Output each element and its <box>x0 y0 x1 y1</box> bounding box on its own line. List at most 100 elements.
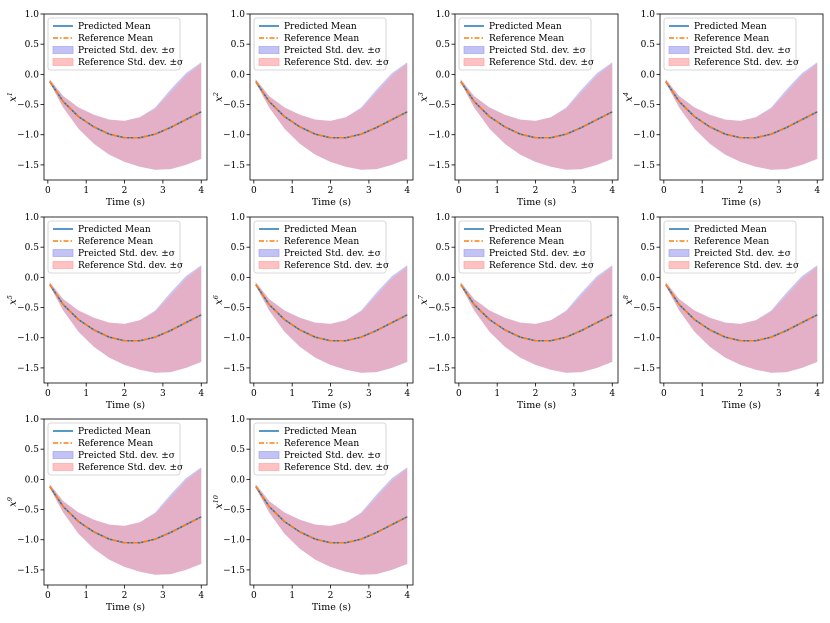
x-tick-label: 3 <box>160 389 166 399</box>
x-tick-label: 3 <box>160 591 166 601</box>
reference-mean-line <box>460 81 613 139</box>
reference-std-band <box>49 63 202 170</box>
y-axis-label-base: x <box>214 96 225 102</box>
y-tick-label: −1.5 <box>223 364 245 374</box>
y-tick-label: 0.5 <box>231 40 246 50</box>
y-tick-label: −1.0 <box>633 131 655 141</box>
x-tick-label: 2 <box>738 186 744 196</box>
legend-label: Reference Std. dev. ±σ <box>284 463 389 473</box>
y-tick-label: 1.0 <box>25 10 40 20</box>
y-tick-label: −1.5 <box>633 364 655 374</box>
legend-box <box>253 220 387 274</box>
axes-frame <box>659 13 824 181</box>
y-axis-label: x9 <box>6 497 19 507</box>
reference-std-band <box>255 266 408 373</box>
legend-label: Predicted Mean <box>78 22 151 32</box>
legend-label: Preicted Std. dev. ±σ <box>489 46 586 56</box>
x-tick-label: 3 <box>776 186 782 196</box>
x-tick-label: 2 <box>738 389 744 399</box>
y-tick-label: 1.0 <box>231 10 246 20</box>
y-tick-label: −0.5 <box>223 101 245 111</box>
y-tick-label: −1.5 <box>428 364 450 374</box>
legend-label: Preicted Std. dev. ±σ <box>489 249 586 259</box>
x-tick-label: 0 <box>456 389 462 399</box>
x-tick-label: 1 <box>289 389 295 399</box>
x-tick-label: 0 <box>251 186 257 196</box>
x-axis-label: Time (s) <box>106 602 145 613</box>
y-tick-label: 0.0 <box>436 273 451 283</box>
axes-frame <box>659 216 824 384</box>
y-tick-label: −0.5 <box>428 304 450 314</box>
legend-label: Reference Mean <box>694 237 769 247</box>
y-axis-label: x1 <box>6 92 19 102</box>
x-tick-label: 2 <box>122 389 128 399</box>
legend-label: Reference Mean <box>78 237 153 247</box>
x-tick-label: 0 <box>251 389 257 399</box>
legend-label: Preicted Std. dev. ±σ <box>78 249 175 259</box>
y-axis-label: x4 <box>622 92 635 102</box>
legend-swatch-predicted-band <box>52 46 74 54</box>
legend-box <box>47 220 181 274</box>
legend-label: Reference Std. dev. ±σ <box>78 58 183 68</box>
y-tick-label: 0.5 <box>25 445 40 455</box>
reference-mean-line <box>255 81 408 139</box>
y-tick-label: −1.0 <box>223 131 245 141</box>
reference-std-band <box>255 63 408 170</box>
x-tick-label: 0 <box>251 591 257 601</box>
legend-swatch-predicted-band <box>258 46 280 54</box>
subplot-8: 0 1 2 3 4 1.0 0.5 0.0 −0.5 −1.0 −1.5 Time (s) x8 Pred… <box>622 213 824 411</box>
x-tick-label: 3 <box>366 186 372 196</box>
reference-std-band <box>460 266 613 373</box>
legend-swatch-predicted-band <box>668 46 690 54</box>
y-axis-label: x7 <box>417 294 430 305</box>
reference-mean-line <box>460 284 613 342</box>
axes-frame <box>43 216 208 384</box>
legend-swatch-reference-band <box>52 58 74 66</box>
y-tick-label: −0.5 <box>223 506 245 516</box>
y-tick-label: 0.5 <box>231 243 246 253</box>
legend-label: Predicted Mean <box>694 22 767 32</box>
legend-label: Preicted Std. dev. ±σ <box>284 249 381 259</box>
y-axis-label-index: 4 <box>622 92 630 97</box>
y-tick-label: 1.0 <box>436 10 451 20</box>
axes-frame <box>43 13 208 181</box>
x-tick-label: 0 <box>661 389 667 399</box>
x-tick-label: 3 <box>776 389 782 399</box>
legend-swatch-predicted-band <box>52 249 74 257</box>
legend-swatch-predicted-band <box>258 249 280 257</box>
x-axis-label: Time (s) <box>312 400 351 411</box>
legend-box <box>663 17 797 71</box>
legend-label: Reference Std. dev. ±σ <box>284 58 389 68</box>
legend-swatch-reference-band <box>668 58 690 66</box>
y-axis-label-index: 5 <box>6 295 14 299</box>
reference-std-band <box>460 63 613 170</box>
x-tick-label: 4 <box>198 186 204 196</box>
y-axis-label-index: 1 <box>6 92 14 96</box>
legend-box <box>458 220 592 274</box>
reference-std-band <box>255 468 408 575</box>
y-tick-label: 0.0 <box>231 273 246 283</box>
y-tick-label: 0.5 <box>25 40 40 50</box>
y-axis-label: x5 <box>6 295 19 305</box>
legend-swatch-reference-band <box>668 261 690 269</box>
legend-box <box>253 422 387 476</box>
y-tick-label: −0.5 <box>17 101 39 111</box>
y-tick-label: 0.5 <box>436 243 451 253</box>
legend-box <box>47 422 181 476</box>
y-axis-label: x10 <box>212 495 225 509</box>
subplot-5: 0 1 2 3 4 1.0 0.5 0.0 −0.5 −1.0 −1.5 Time (s) x5 Pred… <box>6 213 208 411</box>
legend-label: Reference Mean <box>284 34 359 44</box>
subplot-6: 0 1 2 3 4 1.0 0.5 0.0 −0.5 −1.0 −1.5 Time (s) x6 Pred… <box>212 213 414 411</box>
legend: Predicted Mean Reference Mean Preicted Std… <box>253 17 389 71</box>
legend-box <box>458 17 592 71</box>
legend: Predicted Mean Reference Mean Preicted Std… <box>47 17 183 71</box>
y-axis-label: x2 <box>212 92 225 102</box>
y-tick-label: 0.0 <box>641 70 656 80</box>
y-tick-label: −1.0 <box>428 131 450 141</box>
y-tick-label: −1.5 <box>17 364 39 374</box>
y-tick-label: 1.0 <box>25 415 40 425</box>
y-tick-label: 1.0 <box>436 213 451 223</box>
x-axis-label: Time (s) <box>106 197 145 208</box>
y-axis-label-index: 6 <box>212 295 220 299</box>
